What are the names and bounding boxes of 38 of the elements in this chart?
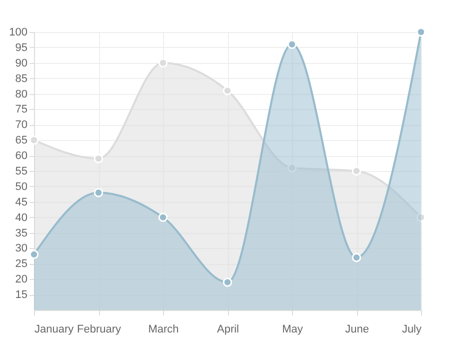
point: [29, 135, 39, 145]
point: [416, 27, 426, 37]
x-tick-label: June: [345, 324, 369, 336]
y-tick-label: 70: [15, 119, 28, 132]
y-tick-label: 95: [15, 42, 28, 54]
x-tick-label: February: [76, 324, 122, 336]
point: [352, 252, 362, 262]
y-tick-label: 55: [15, 166, 28, 178]
point: [416, 212, 426, 222]
y-tick-label: 60: [15, 150, 28, 162]
y-tick-label: 25: [15, 258, 28, 270]
y-tick-label: 65: [15, 134, 28, 147]
y-tick-label: 100: [9, 26, 28, 38]
point: [94, 188, 104, 198]
y-tick-label: 75: [15, 104, 28, 116]
y-tick-label: 85: [15, 72, 28, 85]
x-tick-label: July: [402, 324, 422, 336]
y-tick-label: 50: [15, 180, 28, 193]
y-tick-label: 90: [15, 57, 28, 70]
y-tick-label: 30: [15, 242, 28, 255]
y-tick-label: 35: [15, 227, 28, 240]
x-tick-label: May: [282, 324, 304, 336]
y-tick-label: 20: [15, 274, 28, 286]
x-tick-label: March: [148, 324, 179, 336]
y-tick-label: 40: [15, 212, 28, 224]
y-tick-label: 80: [15, 88, 28, 100]
point: [222, 86, 232, 96]
point: [158, 58, 168, 68]
x-tick-label: April: [216, 324, 240, 336]
y-tick-label: 15: [15, 289, 28, 302]
x-tick-label: January: [34, 324, 74, 336]
point: [287, 40, 297, 49]
point: [158, 212, 168, 222]
y-tick-label: 45: [15, 196, 28, 208]
point: [352, 166, 362, 176]
point: [94, 154, 104, 164]
point: [29, 250, 39, 260]
point: [222, 278, 232, 287]
